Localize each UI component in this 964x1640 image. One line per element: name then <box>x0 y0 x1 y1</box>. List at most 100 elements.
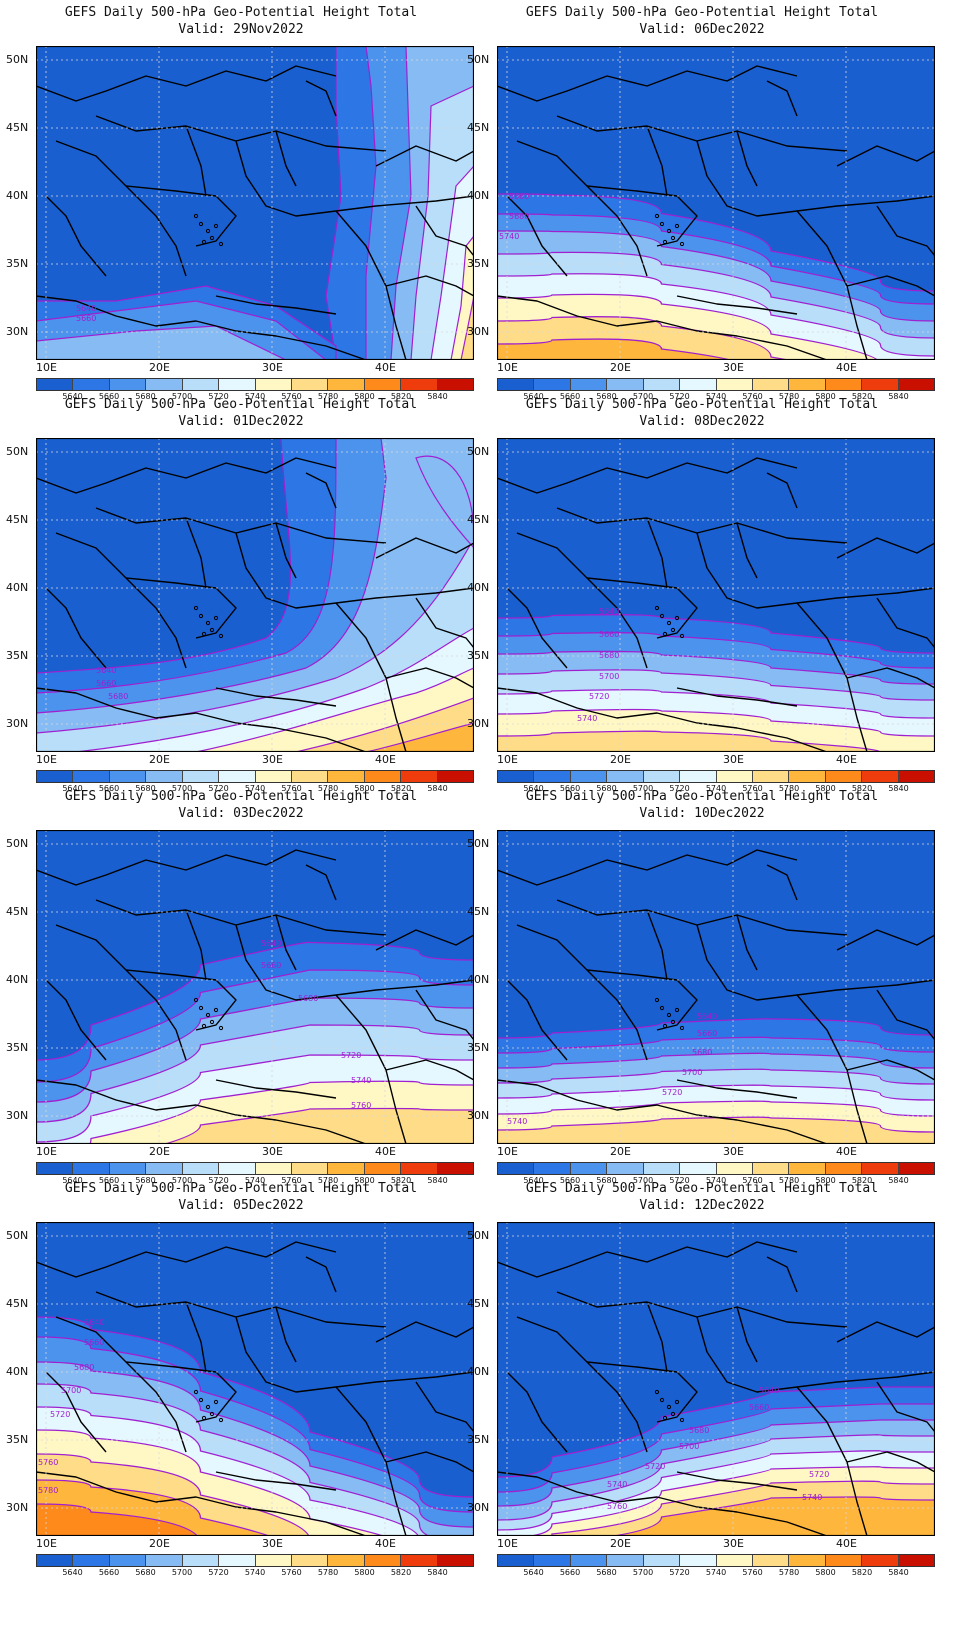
country-border <box>45 979 107 1061</box>
island-marker <box>659 1005 665 1011</box>
contour-line <box>497 293 879 360</box>
island-marker <box>198 1397 204 1403</box>
contour-label: 5720 <box>809 1470 829 1479</box>
colorbar-tick-label: 5700 <box>171 1568 193 1577</box>
longitude-label: 10E <box>36 361 57 374</box>
colorbar-tick-label: 5660 <box>559 1568 581 1577</box>
contour-line <box>497 1100 935 1117</box>
map-panel: GEFS Daily 500-hPa Geo-Potential Height … <box>461 0 943 410</box>
contour-line <box>36 1479 272 1536</box>
country-border <box>385 667 474 689</box>
colorbar-tick-label: 5640 <box>523 784 544 793</box>
contour-line <box>497 669 935 701</box>
contour-label: 5660 <box>96 679 116 688</box>
island-marker <box>654 1389 660 1395</box>
colorbar-swatch <box>789 1163 826 1174</box>
colorbar-swatch <box>534 379 571 390</box>
country-border <box>385 1451 474 1473</box>
island-marker <box>654 997 660 1003</box>
country-border <box>736 130 758 187</box>
contour-label: 5680 <box>108 692 128 701</box>
colorbar-swatch <box>401 379 438 390</box>
contour-label: 5640 <box>76 304 96 313</box>
contour-line <box>609 1496 935 1536</box>
contour-line <box>36 1429 386 1536</box>
colorbar-tick-label: 5820 <box>390 1568 412 1577</box>
country-border <box>125 969 237 1031</box>
contour-label: 5680 <box>689 1426 709 1435</box>
island-marker <box>679 633 685 639</box>
country-border <box>305 864 337 901</box>
colorbar-swatch <box>680 1555 717 1566</box>
country-border <box>766 472 798 509</box>
latitude-label: 30N <box>467 1109 490 1122</box>
colorbar-swatch <box>607 379 644 390</box>
country-border <box>646 909 668 981</box>
contour-line <box>497 1068 935 1085</box>
map-frame <box>497 46 935 360</box>
colorbar-tick-label: 5720 <box>669 1568 690 1577</box>
colorbar-tick-label: 5840 <box>888 1568 909 1577</box>
island-marker <box>213 615 219 621</box>
colorbar-tick-label: 5740 <box>705 392 727 401</box>
colorbar-swatch <box>291 771 329 782</box>
colorbar-tick-label: 5700 <box>171 784 193 793</box>
colorbar-swatch <box>862 379 899 390</box>
panel-title: GEFS Daily 500-hPa Geo-Potential Height … <box>525 397 879 412</box>
longitude-label: 20E <box>610 1537 631 1550</box>
colorbar-swatch <box>825 1555 863 1566</box>
contour-label: 5660 <box>599 630 619 639</box>
country-border <box>215 687 337 707</box>
colorbar-swatch <box>570 771 608 782</box>
country-border <box>385 1059 474 1081</box>
colorbar-swatch <box>401 1163 438 1174</box>
contour-label: 5640 <box>96 666 116 675</box>
colorbar-swatch <box>643 379 681 390</box>
height-field-map: 5640 5660 5680 5700 5720 5740 <box>497 438 935 752</box>
contour-label: 5640 <box>697 1012 717 1021</box>
longitude-label: 20E <box>149 1537 170 1550</box>
country-border <box>375 1321 474 1343</box>
island-marker <box>679 1025 685 1031</box>
contour-label: 5640 <box>599 607 619 616</box>
country-border <box>766 1256 798 1293</box>
country-border <box>45 195 107 277</box>
longitude-label: 40E <box>836 753 857 766</box>
valid-date: Valid: 01Dec2022 <box>178 414 304 429</box>
colorbar-tick-label: 5680 <box>596 784 617 793</box>
latitude-label: 45N <box>467 513 490 526</box>
colorbar-tick-label: 5800 <box>354 784 375 793</box>
map-panel: GEFS Daily 500-hPa Geo-Potential Height … <box>0 0 482 410</box>
colorbar-tick-label: 5820 <box>851 392 873 401</box>
country-border <box>497 849 798 886</box>
country-border <box>36 849 337 886</box>
colorbar-tick-label: 5640 <box>62 1176 83 1185</box>
latitude-label: 30N <box>6 1501 29 1514</box>
country-border <box>497 295 828 360</box>
island-marker <box>666 1012 672 1018</box>
map-panel: GEFS Daily 500-hPa Geo-Potential Height … <box>0 392 482 802</box>
island-marker <box>218 241 224 247</box>
colorbar-swatch <box>716 771 753 782</box>
colorbar-tick-label: 5680 <box>135 784 156 793</box>
map-frame <box>497 830 935 1144</box>
island-marker <box>205 620 211 626</box>
map-panel: GEFS Daily 500-hPa Geo-Potential Height … <box>0 784 482 1194</box>
country-border <box>506 1371 568 1453</box>
country-border <box>215 1471 337 1491</box>
colorbar-swatch <box>789 771 826 782</box>
height-field-map: 5640 5660 5680 5700 5720 5740 <box>497 830 935 1144</box>
contour-line <box>525 1466 935 1536</box>
island-marker <box>666 228 672 234</box>
contour-label: 5720 <box>645 1462 665 1471</box>
colorbar-swatch <box>364 379 402 390</box>
height-band <box>613 1497 935 1536</box>
colorbar-swatch <box>328 771 365 782</box>
country-border <box>516 140 648 277</box>
latitude-label: 35N <box>467 649 490 662</box>
latitude-label: 40N <box>6 1365 29 1378</box>
island-marker <box>218 1417 224 1423</box>
country-border <box>415 597 474 649</box>
colorbar-tick-label: 5740 <box>705 784 727 793</box>
contour-line <box>497 1403 935 1493</box>
